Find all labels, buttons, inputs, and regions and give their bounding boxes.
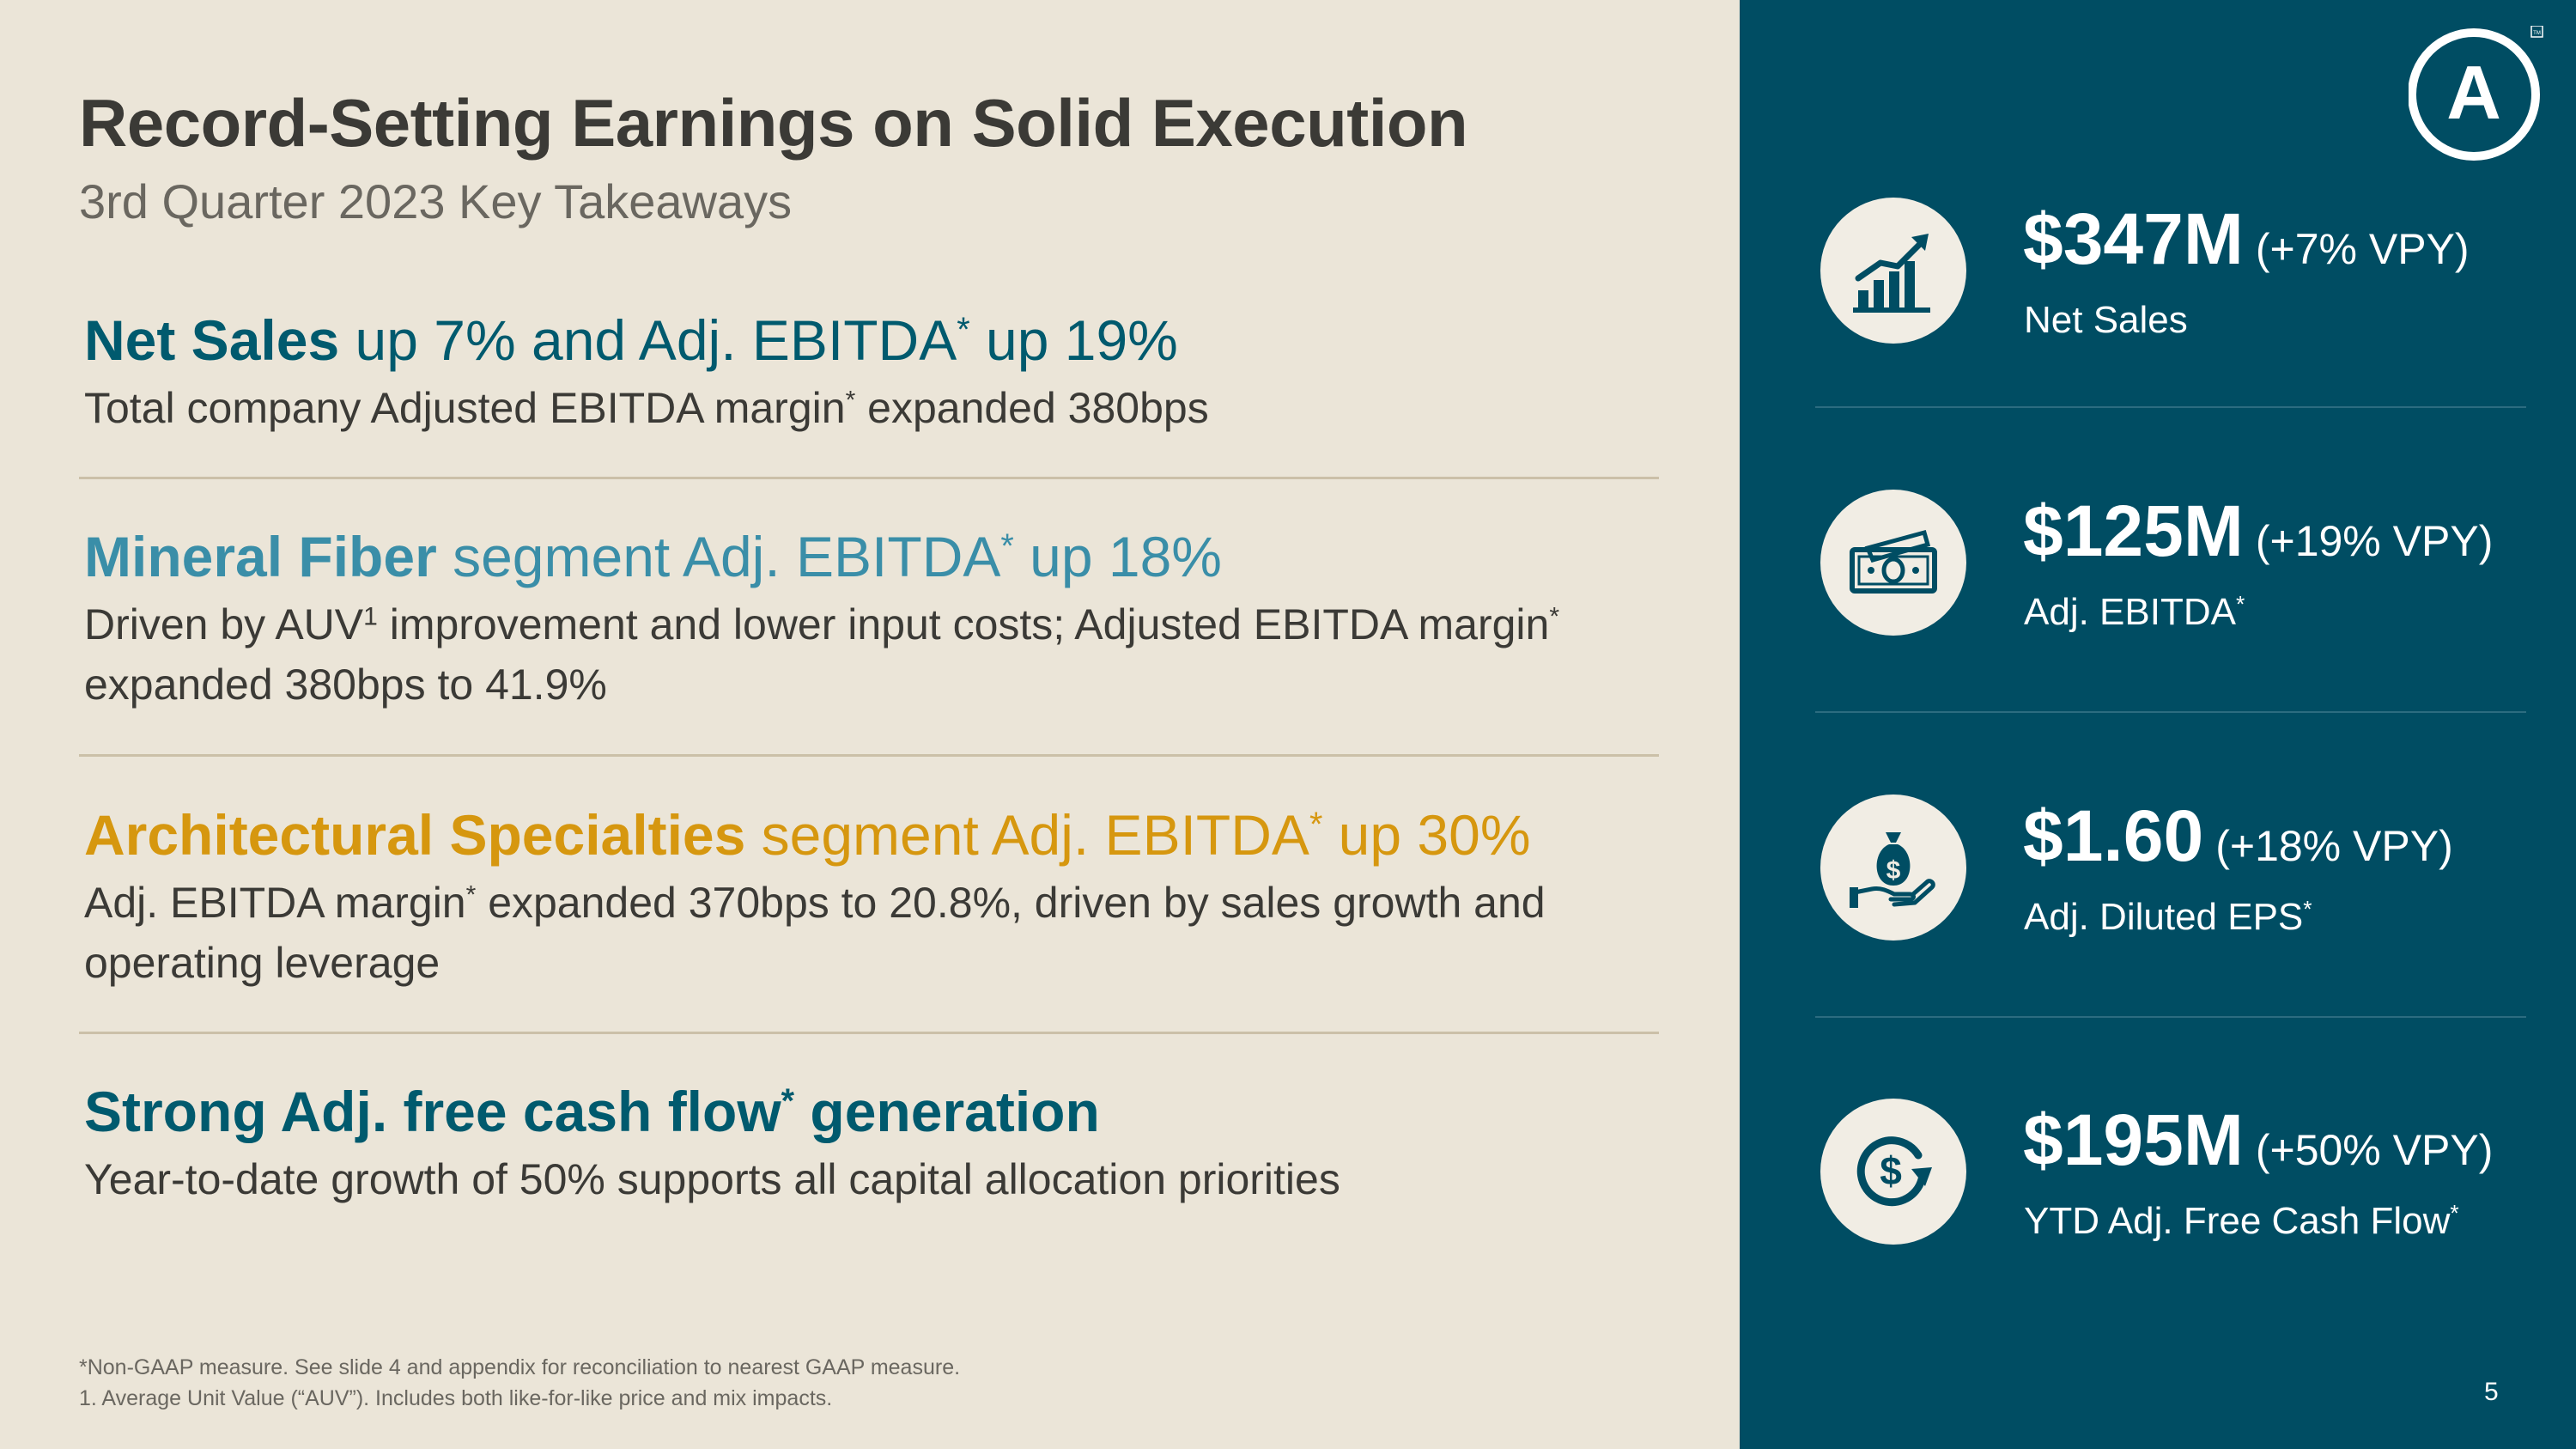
metric-change: (+7% VPY)	[2255, 225, 2470, 273]
metric-value: $125M	[2023, 490, 2244, 571]
takeaway-body: Year-to-date growth of 50% supports all …	[84, 1155, 1340, 1203]
metric-value: $1.60	[2023, 795, 2204, 876]
takeaway-mineral-fiber: Mineral Fiber segment Adj. EBITDA* up 18…	[84, 522, 1681, 715]
metric-divider	[1815, 1016, 2526, 1018]
section-divider	[79, 477, 1659, 479]
company-logo: A TM	[2408, 25, 2546, 163]
takeaway-heading: Architectural Specialties segment Adj. E…	[84, 803, 1531, 867]
takeaway-net-sales: Net Sales up 7% and Adj. EBITDA* up 19% …	[84, 306, 1681, 438]
svg-text:TM: TM	[2533, 31, 2541, 36]
footnote-non-gaap: *Non-GAAP measure. See slide 4 and appen…	[79, 1355, 961, 1379]
metric-adj-ebitda: $125M (+19% VPY) Adj. EBITDA*	[1740, 490, 2576, 696]
page-title: Record-Setting Earnings on Solid Executi…	[79, 85, 1468, 161]
takeaway-free-cash-flow: Strong Adj. free cash flow* generation Y…	[84, 1077, 1681, 1209]
money-bag-hand-icon: $	[1820, 795, 1966, 941]
metrics-panel: A TM $347M (+7% VPY) Net Sales	[1740, 0, 2576, 1449]
metric-label: Net Sales	[2024, 299, 2188, 341]
metric-label: YTD Adj. Free Cash Flow*	[2024, 1200, 2459, 1242]
svg-text:$: $	[1886, 856, 1901, 885]
metric-change: (+18% VPY)	[2215, 822, 2453, 870]
page-number: 5	[2484, 1378, 2499, 1406]
takeaway-body: Driven by AUV1 improvement and lower inp…	[84, 600, 1560, 709]
takeaway-heading: Strong Adj. free cash flow* generation	[84, 1080, 1100, 1143]
growth-chart-icon	[1820, 198, 1966, 344]
cash-cycle-icon: $	[1820, 1099, 1966, 1245]
section-divider	[79, 1032, 1659, 1034]
footnote-auv: 1. Average Unit Value (“AUV”). Includes …	[79, 1386, 833, 1410]
takeaway-body: Total company Adjusted EBITDA margin* ex…	[84, 384, 1209, 432]
svg-text:A: A	[2446, 50, 2501, 135]
page-subtitle: 3rd Quarter 2023 Key Takeaways	[79, 174, 793, 228]
takeaway-heading: Mineral Fiber segment Adj. EBITDA* up 18…	[84, 525, 1222, 588]
takeaway-body: Adj. EBITDA margin* expanded 370bps to 2…	[84, 879, 1546, 987]
metric-label: Adj. Diluted EPS*	[2024, 896, 2312, 938]
metric-change: (+19% VPY)	[2255, 517, 2494, 565]
metric-divider	[1815, 711, 2526, 713]
footnotes: *Non-GAAP measure. See slide 4 and appen…	[79, 1352, 960, 1414]
metric-change: (+50% VPY)	[2255, 1126, 2494, 1174]
takeaways-panel: Record-Setting Earnings on Solid Executi…	[79, 85, 1681, 1414]
metric-adj-diluted-eps: $ $1.60 (+18% VPY) Adj. Diluted EPS*	[1740, 795, 2576, 1001]
metric-value: $347M	[2023, 198, 2244, 279]
metric-divider	[1815, 406, 2526, 408]
takeaway-heading: Net Sales up 7% and Adj. EBITDA* up 19%	[84, 308, 1178, 372]
metric-value: $195M	[2023, 1099, 2244, 1180]
section-divider	[79, 754, 1659, 757]
svg-text:$: $	[1880, 1148, 1902, 1193]
metric-ytd-free-cash-flow: $ $195M (+50% VPY) YTD Adj. Free Cash Flo…	[1740, 1099, 2576, 1305]
cash-bills-icon	[1820, 490, 1966, 636]
metric-label: Adj. EBITDA*	[2024, 591, 2245, 633]
metric-net-sales: $347M (+7% VPY) Net Sales	[1740, 198, 2576, 404]
takeaway-architectural-specialties: Architectural Specialties segment Adj. E…	[84, 801, 1681, 993]
